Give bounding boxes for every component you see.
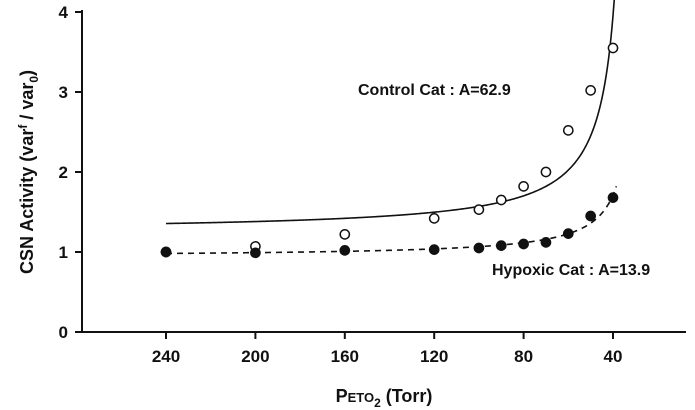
hypoxic-point (562, 228, 574, 239)
hypoxic-point (585, 210, 597, 222)
hypoxic-point (160, 246, 172, 258)
y-axis-label: CSN Activity (varf / var0) (16, 70, 41, 274)
x-tick-label: 80 (514, 347, 533, 366)
x-tick-label: 240 (152, 347, 180, 366)
control-point (473, 204, 485, 215)
y-tick-label: 3 (59, 83, 68, 102)
hypoxic-point (540, 237, 552, 248)
hypoxic-point (428, 244, 440, 255)
control-point (495, 194, 507, 206)
hypoxic-label: Hypoxic Cat : A=13.9 (492, 262, 650, 279)
y-tick-label: 1 (59, 243, 68, 262)
control-point (428, 213, 440, 224)
control-point (607, 42, 619, 54)
data-points (160, 42, 619, 259)
x-tick-label: 160 (331, 347, 359, 366)
control-point (585, 85, 597, 96)
hypoxic-point (473, 242, 485, 254)
control-label: Control Cat : A=62.9 (358, 82, 511, 99)
x-tick-label: 40 (604, 347, 623, 366)
y-tick-label: 4 (59, 3, 69, 22)
fit-curves (165, 0, 618, 255)
labels: Control Cat : A=62.9 Hypoxic Cat : A=13.9 (358, 82, 650, 279)
hypoxic-point (607, 192, 619, 203)
control-point (540, 166, 552, 178)
control-point (518, 181, 529, 192)
hypoxic-point (339, 245, 351, 256)
x-tick-label: 200 (241, 347, 269, 366)
hypoxic-point (518, 238, 529, 250)
hypoxic-point (250, 247, 261, 259)
y-tick-label: 2 (59, 163, 68, 182)
control-point (562, 125, 574, 136)
x-tick-label: 120 (420, 347, 448, 366)
hypoxic-point (495, 240, 507, 251)
control-fit-curve (165, 0, 616, 225)
x-axis-label: PETO2 (Torr) (336, 386, 433, 410)
control-point (339, 229, 351, 240)
y-tick-label: 0 (59, 323, 68, 342)
axes: 0 1 2 3 4 240 200 160 120 80 40 PETO2 (Torr) CSN Act… (16, 3, 686, 410)
